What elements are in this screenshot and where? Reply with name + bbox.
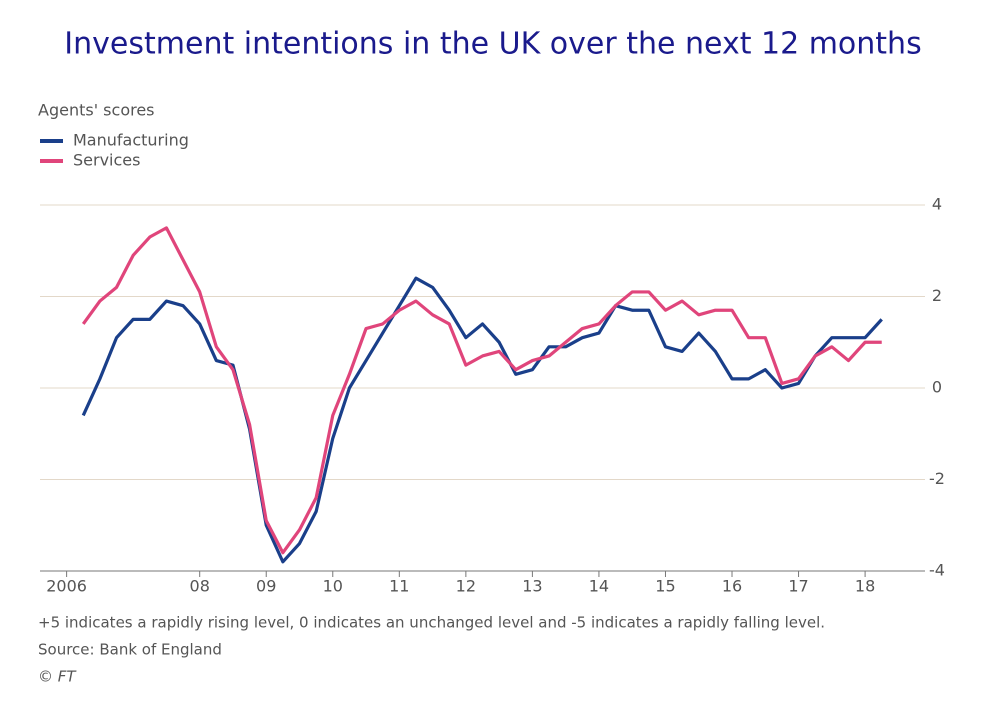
note: +5 indicates a rapidly rising level, 0 i… (38, 614, 825, 632)
y-tick-label: -2 (929, 469, 945, 488)
y-axis-label: Agents' scores (38, 101, 155, 120)
x-tick-label: 16 (722, 577, 742, 596)
y-tick-label: 4 (932, 195, 942, 214)
x-tick-label: 17 (788, 577, 808, 596)
x-tick-label: 13 (522, 577, 542, 596)
x-tick-label: 11 (389, 577, 409, 596)
x-tick-label: 15 (655, 577, 675, 596)
chart-title: Investment intentions in the UK over the… (64, 27, 921, 62)
x-tick-label: 08 (190, 577, 210, 596)
y-tick-label: 0 (932, 378, 942, 397)
series-line (81, 226, 882, 555)
x-tick-label: 12 (456, 577, 476, 596)
x-tick-label: 14 (589, 577, 609, 596)
source: Source: Bank of England (38, 641, 222, 659)
legend-label: Services (73, 151, 140, 170)
x-tick-label: 18 (855, 577, 875, 596)
x-tick-label: 2006 (46, 577, 87, 596)
y-tick-label: 2 (932, 286, 942, 305)
legend-label: Manufacturing (73, 131, 189, 150)
x-tick-label: 09 (256, 577, 276, 596)
series-line (81, 276, 883, 564)
credit: © FT (38, 668, 77, 686)
y-tick-label: -4 (929, 561, 945, 580)
x-tick-label: 10 (323, 577, 343, 596)
